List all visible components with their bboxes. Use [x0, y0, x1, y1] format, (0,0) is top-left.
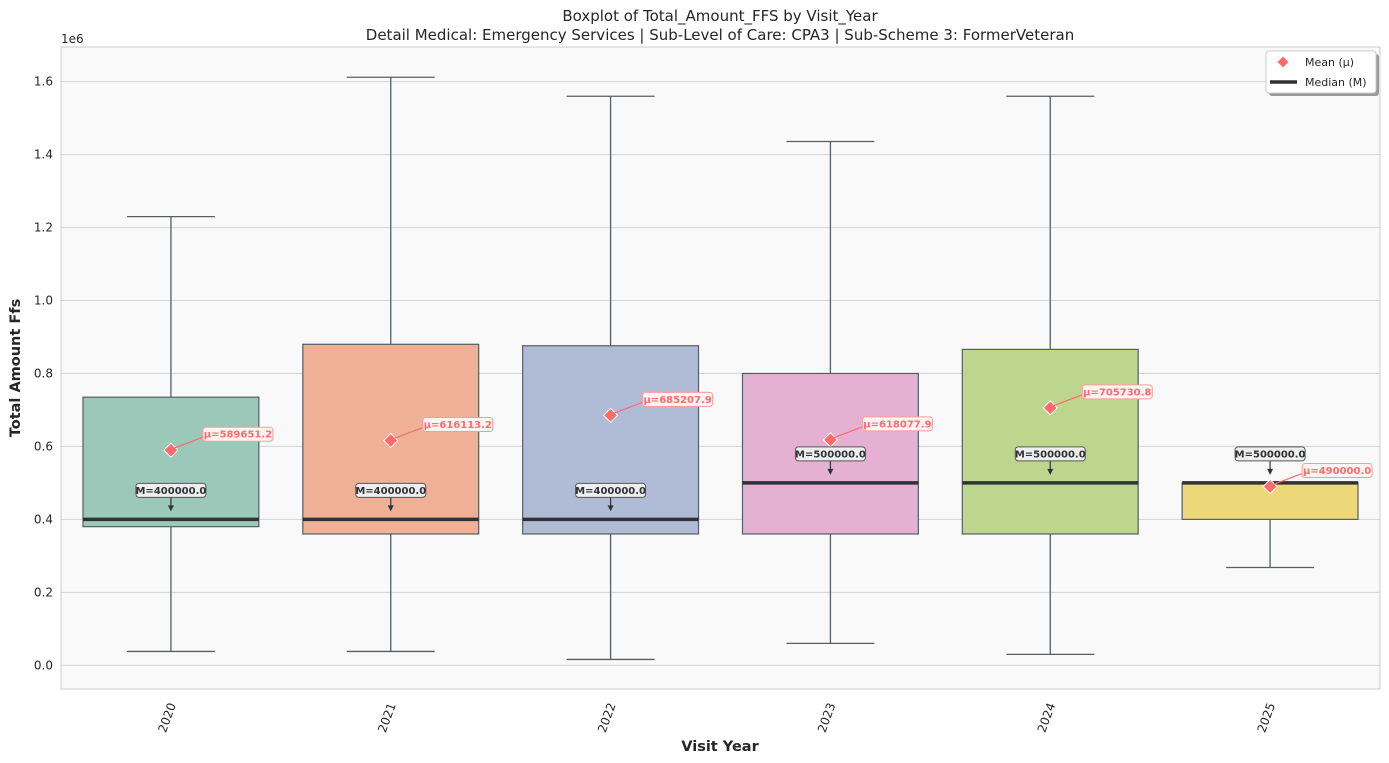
mean-label-2024: μ=705730.8 — [1083, 387, 1151, 398]
median-arrow-head-icon — [607, 505, 614, 512]
median-label-2021-frame — [355, 482, 427, 498]
y-tick-label: 0.2 — [34, 585, 53, 599]
median-arrow-head-icon — [387, 505, 394, 512]
y-tick-label: 1.4 — [34, 148, 53, 162]
x-tick-label: 2020 — [155, 701, 179, 734]
median-label-2025: M=500000.0 — [1235, 449, 1306, 460]
mean-connector — [393, 426, 423, 440]
y-tick-label: 0.4 — [34, 512, 53, 526]
chart-title: Boxplot of Total_Amount_FFS by Visit_Yea… — [562, 7, 878, 26]
mean-label-2022-frame — [642, 391, 714, 407]
median-label-2023-frame — [794, 446, 866, 462]
y-tick-label: 1.6 — [34, 75, 53, 89]
x-tick-label: 2022 — [595, 701, 619, 734]
gridlines — [61, 81, 1380, 666]
chart-subtitle: Detail Medical: Emergency Services | Sub… — [366, 26, 1074, 44]
plot-area-background — [60, 46, 1381, 690]
x-tick-label: 2023 — [815, 701, 839, 734]
y-tick-label: 0.8 — [34, 366, 53, 380]
x-tick-label: 2024 — [1035, 701, 1059, 734]
y-tick-label: 0.0 — [34, 658, 53, 672]
median-label-2022-frame — [575, 482, 647, 498]
mean-label-2025: μ=490000.0 — [1303, 466, 1371, 477]
box-2024 — [961, 348, 1139, 535]
y-tick-label: 1.0 — [34, 294, 53, 308]
mean-connector — [613, 401, 643, 414]
median-arrow-head-icon — [1267, 468, 1274, 475]
annotations: μ=589651.2 M=400000.0 μ=616113.2 M=400000.0… — [135, 384, 1373, 512]
median-label-2020-frame — [135, 482, 207, 498]
mean-label-2021-frame — [422, 417, 494, 433]
mean-connector — [1053, 394, 1083, 407]
x-axis-label: Visit Year — [681, 739, 759, 755]
legend: Mean (μ) Median (M) — [1265, 50, 1379, 96]
legend-mean-marker-icon — [1276, 55, 1290, 69]
y-tick-label: 0.6 — [34, 439, 53, 453]
median-label-2022: M=400000.0 — [575, 486, 646, 497]
y-axis-label: Total Amount Ffs — [8, 299, 24, 437]
mean-label-2025-frame — [1301, 463, 1373, 479]
mean-label-2023-frame — [861, 416, 933, 432]
median-arrow-head-icon — [167, 505, 174, 512]
legend-mean-label: Mean (μ) — [1305, 56, 1354, 69]
mean-connector — [173, 436, 204, 449]
median-arrow-head-icon — [1047, 468, 1054, 475]
median-label-2023: M=500000.0 — [795, 449, 866, 460]
y-tick-label: 1.2 — [34, 221, 53, 235]
x-tick-label: 2021 — [375, 701, 399, 734]
mean-label-2023: μ=618077.9 — [863, 419, 931, 430]
mean-label-2021: μ=616113.2 — [424, 420, 492, 431]
median-label-2024: M=500000.0 — [1015, 449, 1086, 460]
x-tick-label: 2025 — [1255, 701, 1279, 734]
median-label-2025-frame — [1234, 446, 1306, 462]
mean-label-2024-frame — [1081, 384, 1153, 400]
mean-connector — [1272, 472, 1303, 486]
y-offset-text: 1e6 — [61, 32, 84, 46]
mean-label-2020-frame — [202, 426, 274, 442]
median-label-2024-frame — [1014, 446, 1086, 462]
legend-median-label: Median (M) — [1305, 76, 1367, 89]
median-label-2021: M=400000.0 — [355, 486, 426, 497]
mean-label-2022: μ=685207.9 — [643, 395, 711, 406]
mean-label-2020: μ=589651.2 — [204, 430, 272, 441]
mean-connector — [833, 426, 863, 439]
median-arrow-head-icon — [827, 468, 834, 475]
median-label-2020: M=400000.0 — [135, 486, 206, 497]
